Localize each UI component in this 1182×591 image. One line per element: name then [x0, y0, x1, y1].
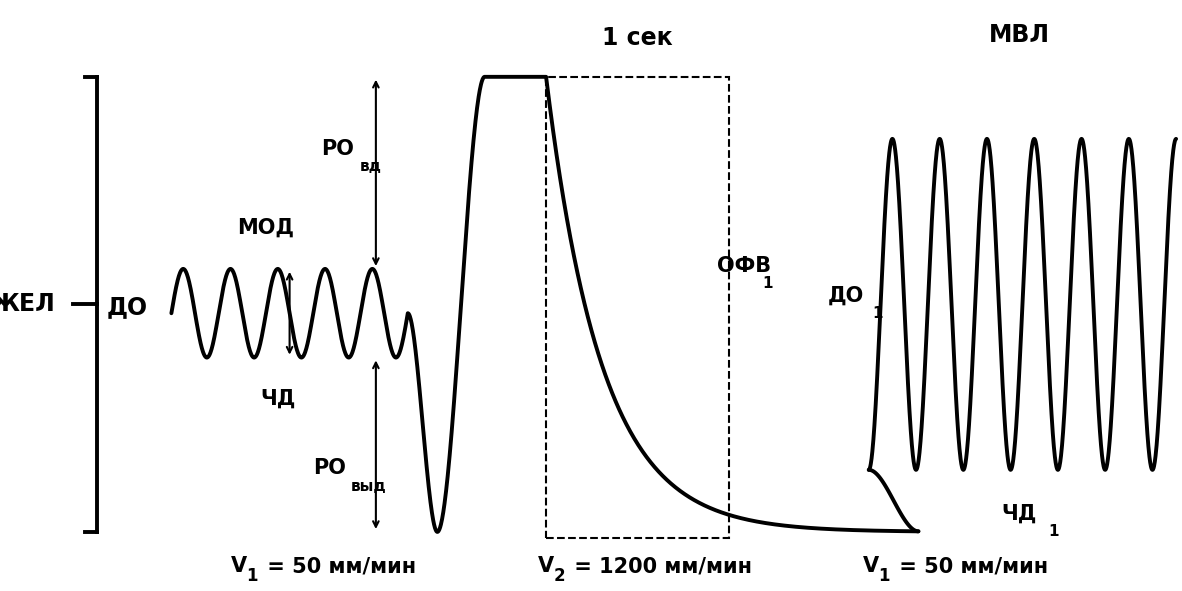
- Text: 2: 2: [553, 567, 565, 585]
- Text: 1 сек: 1 сек: [603, 27, 673, 50]
- Text: = 1200 мм/мин: = 1200 мм/мин: [567, 556, 753, 576]
- Text: V: V: [230, 556, 247, 576]
- Text: ЖЕЛ: ЖЕЛ: [0, 293, 56, 316]
- Text: РО: РО: [322, 139, 355, 159]
- Text: = 50 мм/мин: = 50 мм/мин: [260, 556, 416, 576]
- Text: вд: вд: [359, 160, 382, 174]
- Text: ОФВ: ОФВ: [717, 256, 772, 276]
- Text: МВЛ: МВЛ: [988, 24, 1050, 47]
- Text: МОД: МОД: [238, 217, 294, 238]
- Text: ЧД: ЧД: [260, 389, 296, 409]
- Text: ДО: ДО: [108, 296, 148, 319]
- Text: = 50 мм/мин: = 50 мм/мин: [892, 556, 1048, 576]
- Text: ЧД: ЧД: [1001, 504, 1037, 524]
- Text: РО: РО: [313, 459, 346, 478]
- Bar: [546, 77, 729, 538]
- Text: 1: 1: [1048, 524, 1059, 540]
- Text: V: V: [538, 556, 554, 576]
- Text: V: V: [863, 556, 879, 576]
- Text: ДО: ДО: [829, 285, 864, 306]
- Text: 1: 1: [878, 567, 890, 585]
- Text: 1: 1: [872, 306, 883, 321]
- Text: выд: выд: [351, 479, 387, 493]
- Text: 1: 1: [762, 276, 773, 291]
- Text: 1: 1: [246, 567, 258, 585]
